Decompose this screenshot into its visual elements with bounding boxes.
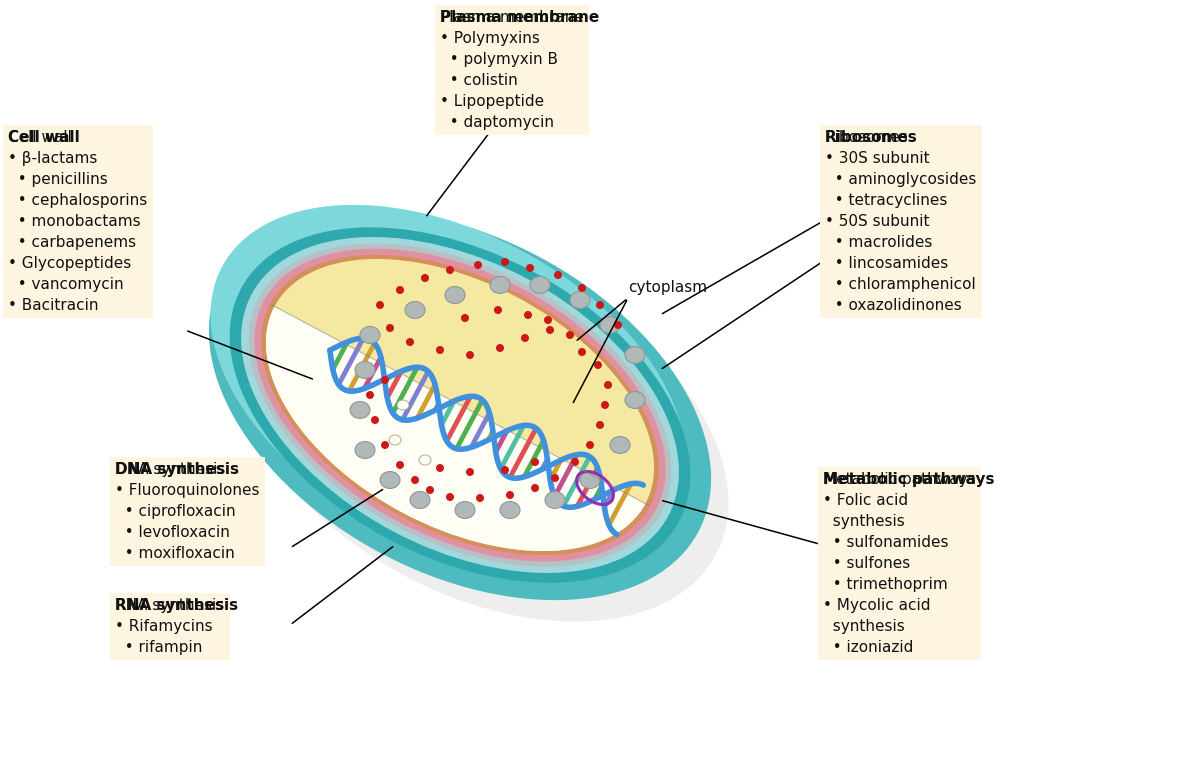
Ellipse shape — [461, 314, 469, 322]
Ellipse shape — [524, 311, 532, 319]
Ellipse shape — [594, 361, 602, 369]
Ellipse shape — [266, 259, 654, 551]
Text: RNA synthesis: RNA synthesis — [115, 598, 238, 613]
Ellipse shape — [545, 492, 565, 509]
Ellipse shape — [625, 391, 646, 408]
Ellipse shape — [466, 468, 474, 476]
Ellipse shape — [421, 274, 430, 282]
Ellipse shape — [397, 400, 409, 410]
Ellipse shape — [241, 237, 679, 573]
Ellipse shape — [406, 301, 425, 318]
Ellipse shape — [445, 287, 464, 304]
Ellipse shape — [502, 466, 509, 474]
Ellipse shape — [530, 458, 539, 466]
Ellipse shape — [410, 492, 430, 509]
Ellipse shape — [355, 441, 374, 458]
Ellipse shape — [476, 494, 484, 502]
Ellipse shape — [446, 493, 454, 501]
Text: Metabolic pathways: Metabolic pathways — [823, 472, 995, 487]
Ellipse shape — [382, 441, 389, 449]
Ellipse shape — [502, 258, 509, 266]
Ellipse shape — [386, 324, 394, 332]
Ellipse shape — [601, 401, 608, 409]
Ellipse shape — [494, 306, 502, 314]
Ellipse shape — [419, 455, 431, 465]
Ellipse shape — [396, 286, 404, 294]
Ellipse shape — [578, 348, 586, 356]
Text: DNA synthesis: DNA synthesis — [115, 462, 239, 477]
Ellipse shape — [210, 205, 685, 569]
Ellipse shape — [530, 277, 550, 294]
Ellipse shape — [530, 484, 539, 492]
Ellipse shape — [446, 266, 454, 274]
Text: RNA synthesis
• Rifamycins
  • rifampin: RNA synthesis • Rifamycins • rifampin — [115, 598, 224, 655]
Ellipse shape — [490, 277, 510, 294]
Ellipse shape — [506, 491, 514, 499]
Text: cytoplasm: cytoplasm — [628, 280, 707, 295]
Text: Plasma membrane: Plasma membrane — [440, 10, 599, 25]
Ellipse shape — [604, 381, 612, 389]
Ellipse shape — [580, 472, 600, 489]
Ellipse shape — [586, 441, 594, 449]
Ellipse shape — [546, 326, 554, 334]
Ellipse shape — [209, 210, 712, 600]
Ellipse shape — [466, 351, 474, 359]
Ellipse shape — [426, 486, 434, 494]
Ellipse shape — [382, 376, 389, 384]
Ellipse shape — [360, 326, 380, 343]
Ellipse shape — [436, 346, 444, 354]
Text: Metabolic pathways
• Folic acid
  synthesis
  • sulfonamides
  • sulfones
  • tr: Metabolic pathways • Folic acid synthesi… — [823, 472, 976, 655]
Text: Plasma membrane
• Polymyxins
  • polymyxin B
  • colistin
• Lipopeptide
  • dapt: Plasma membrane • Polymyxins • polymyxin… — [440, 10, 584, 130]
Ellipse shape — [600, 316, 620, 333]
Ellipse shape — [380, 472, 400, 489]
Ellipse shape — [578, 284, 586, 292]
Ellipse shape — [406, 338, 414, 346]
Ellipse shape — [396, 461, 404, 469]
Text: Ribosomes: Ribosomes — [826, 130, 918, 145]
Ellipse shape — [350, 401, 370, 418]
Ellipse shape — [496, 344, 504, 352]
Polygon shape — [266, 306, 646, 551]
Ellipse shape — [596, 421, 604, 429]
Ellipse shape — [355, 362, 374, 379]
Ellipse shape — [455, 502, 475, 519]
Ellipse shape — [235, 238, 728, 621]
Ellipse shape — [474, 261, 482, 269]
Ellipse shape — [571, 458, 578, 466]
Ellipse shape — [610, 437, 630, 454]
Ellipse shape — [521, 334, 529, 342]
Text: Ribosomes
• 30S subunit
  • aminoglycosides
  • tetracyclines
• 50S subunit
  • : Ribosomes • 30S subunit • aminoglycoside… — [826, 130, 977, 313]
Ellipse shape — [366, 391, 374, 399]
Ellipse shape — [625, 346, 646, 363]
Ellipse shape — [500, 502, 520, 519]
Ellipse shape — [544, 316, 552, 324]
Ellipse shape — [551, 474, 559, 482]
Ellipse shape — [596, 301, 604, 309]
Ellipse shape — [248, 243, 671, 567]
Text: DNA synthesis
• Fluoroquinolones
  • ciprofloxacin
  • levofloxacin
  • moxiflox: DNA synthesis • Fluoroquinolones • cipro… — [115, 462, 259, 561]
Ellipse shape — [262, 255, 659, 555]
Ellipse shape — [371, 416, 379, 424]
Ellipse shape — [566, 331, 574, 339]
Ellipse shape — [229, 227, 690, 583]
Ellipse shape — [554, 271, 562, 279]
Ellipse shape — [614, 321, 622, 329]
Text: Cell wall: Cell wall — [8, 130, 79, 145]
Text: Cell wall
• β-lactams
  • penicillins
  • cephalosporins
  • monobactams
  • car: Cell wall • β-lactams • penicillins • ce… — [8, 130, 148, 313]
Ellipse shape — [526, 264, 534, 272]
Ellipse shape — [570, 291, 590, 308]
Ellipse shape — [389, 435, 401, 445]
Ellipse shape — [436, 464, 444, 472]
Ellipse shape — [376, 301, 384, 309]
Ellipse shape — [254, 249, 666, 561]
Ellipse shape — [410, 476, 419, 484]
